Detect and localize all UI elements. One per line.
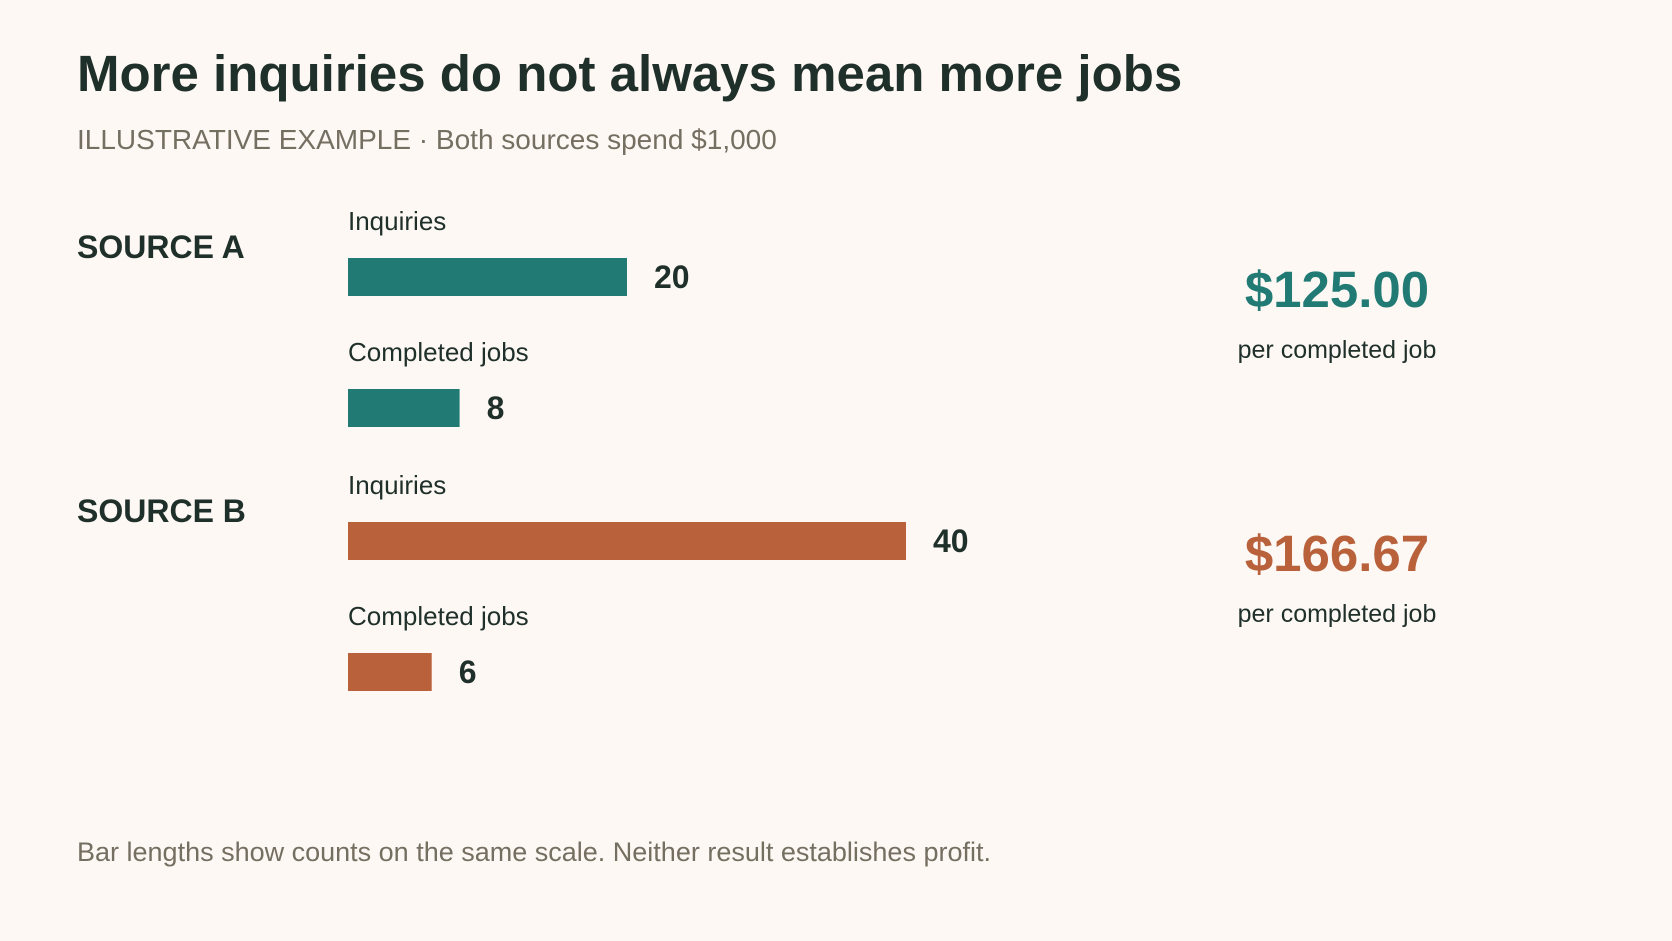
cost-caption-source-a: per completed job xyxy=(1238,336,1437,364)
source-label-source-a: SOURCE A xyxy=(77,229,245,265)
metric-label-source-b-completed-jobs: Completed jobs xyxy=(348,601,529,631)
metric-label-source-a-completed-jobs: Completed jobs xyxy=(348,337,529,367)
metric-label-source-b-inquiries: Inquiries xyxy=(348,470,446,500)
metric-label-source-a-inquiries: Inquiries xyxy=(348,206,446,236)
bar-source-a-inquiries xyxy=(348,258,627,296)
chart-footnote: Bar lengths show counts on the same scal… xyxy=(77,837,991,867)
cost-per-job-source-b: $166.67 xyxy=(1245,525,1429,582)
bar-source-b-completed-jobs xyxy=(348,653,432,691)
chart-subtitle: ILLUSTRATIVE EXAMPLE · Both sources spen… xyxy=(77,124,777,155)
value-label-source-a-completed-jobs: 8 xyxy=(487,390,505,426)
bar-source-b-inquiries xyxy=(348,522,906,560)
bar-source-a-completed-jobs xyxy=(348,389,460,427)
cost-caption-source-b: per completed job xyxy=(1238,600,1437,628)
source-label-source-b: SOURCE B xyxy=(77,493,246,529)
cost-per-job-source-a: $125.00 xyxy=(1245,261,1429,318)
value-label-source-b-inquiries: 40 xyxy=(933,523,969,559)
chart-title: More inquiries do not always mean more j… xyxy=(77,45,1183,102)
value-label-source-b-completed-jobs: 6 xyxy=(459,654,477,690)
value-label-source-a-inquiries: 20 xyxy=(654,259,690,295)
